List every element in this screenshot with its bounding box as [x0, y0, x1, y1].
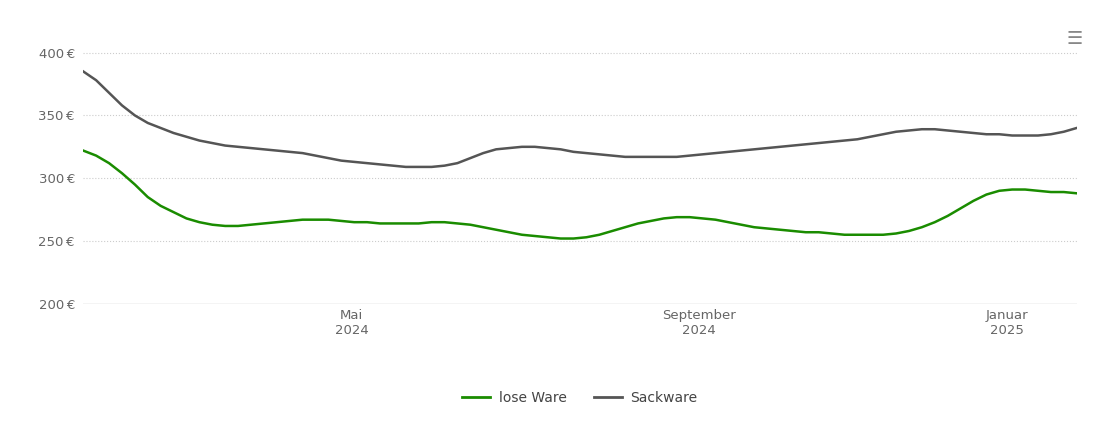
Legend: lose Ware, Sackware: lose Ware, Sackware	[457, 385, 703, 410]
Text: ☰: ☰	[1066, 30, 1082, 48]
